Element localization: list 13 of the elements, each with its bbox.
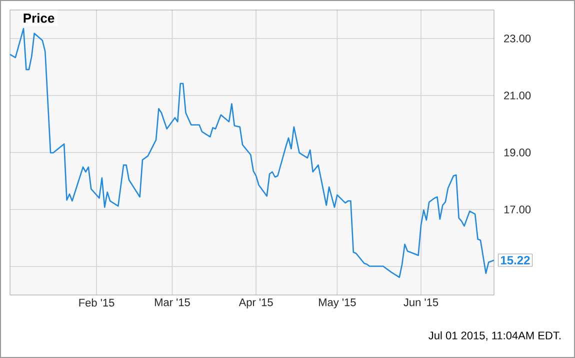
x-tick-label: Jun '15 <box>404 298 438 306</box>
y-tick-label: 17.00 <box>504 206 531 214</box>
line-series <box>9 28 495 278</box>
x-tick-label: Feb '15 <box>79 298 114 307</box>
y-tick-label: 19.00 <box>504 148 531 156</box>
chart-title: Price <box>24 13 54 23</box>
annotation: 15.22 <box>500 256 530 264</box>
x-tick-label: Apr '15 <box>238 298 273 308</box>
text: Jul 01 2015, 11:04AM EDT. <box>428 331 560 341</box>
y-tick-label: 21.00 <box>504 92 531 100</box>
x-tick-label: May '15 <box>318 298 356 308</box>
y-tick-label: 23.00 <box>504 34 531 42</box>
x-tick-label: Mar '15 <box>154 298 190 306</box>
